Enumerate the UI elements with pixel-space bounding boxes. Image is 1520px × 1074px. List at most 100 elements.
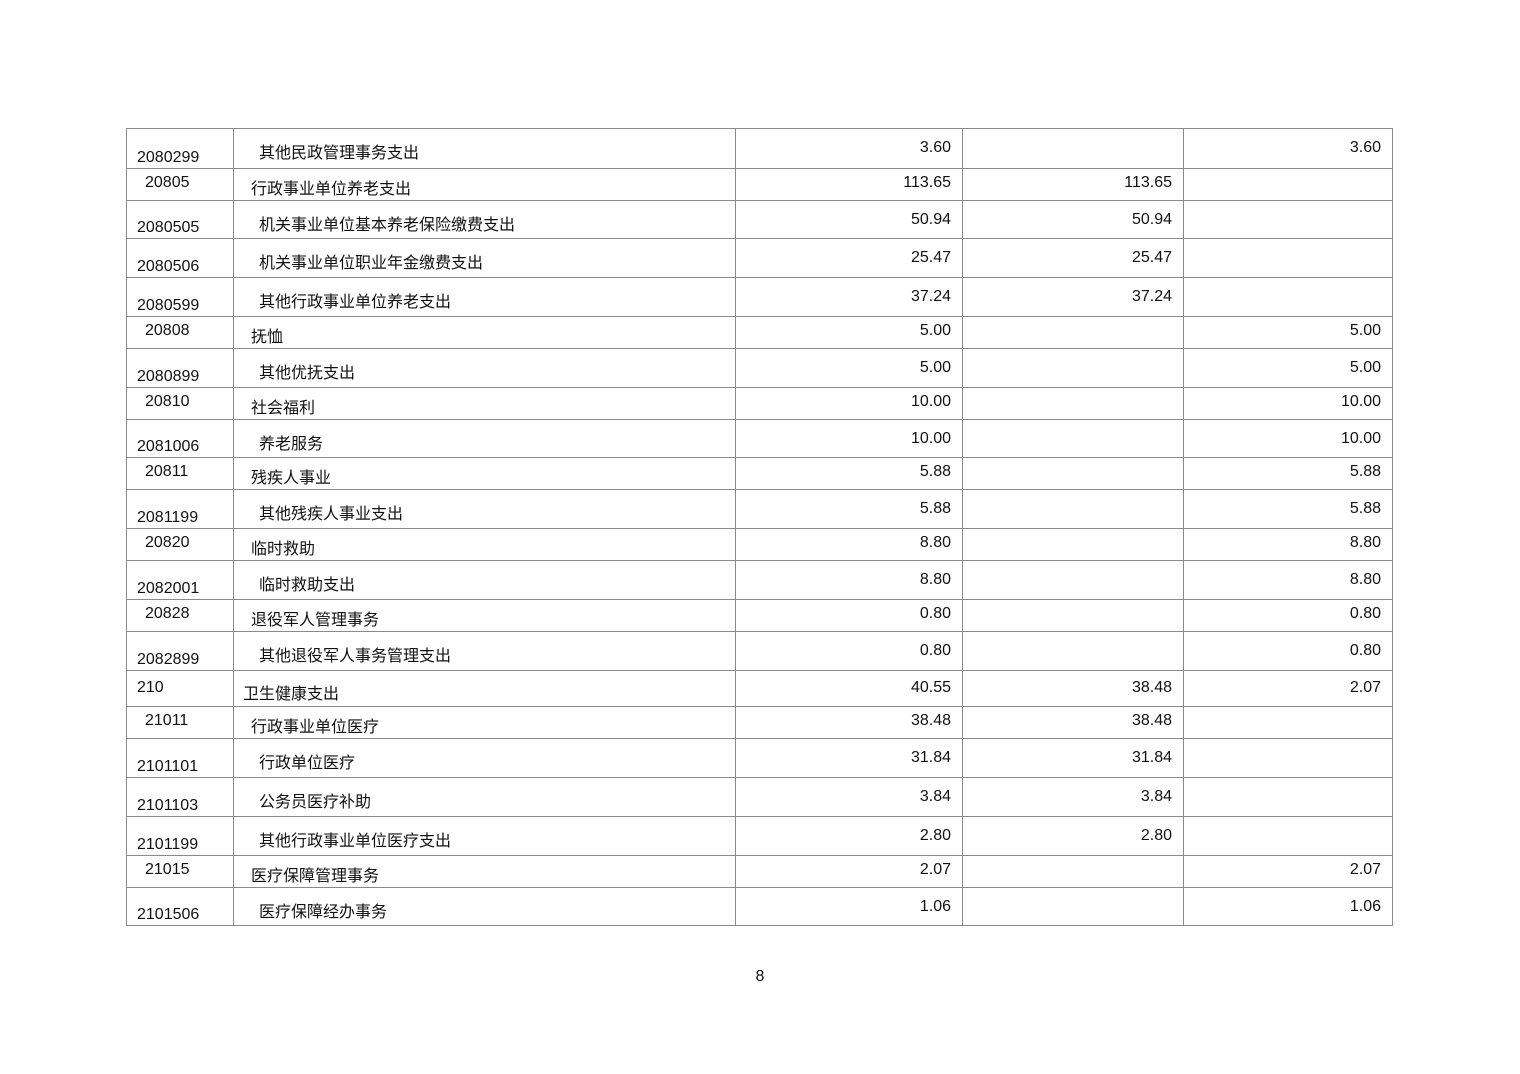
page-number: 8 [755, 968, 765, 985]
name-cell-text: 其他行政事业单位医疗支出 [259, 833, 452, 850]
total-cell-text: 31.84 [910, 749, 951, 766]
name-cell-text: 社会福利 [251, 400, 316, 417]
total-cell-text: 1.06 [919, 898, 951, 915]
name-cell: 卫生健康支出 [233, 670, 736, 707]
total-cell-text: 38.48 [910, 712, 951, 729]
project-cell: 1.06 [1183, 887, 1393, 926]
basic-cell [962, 599, 1184, 632]
basic-cell-text: 3.84 [1140, 788, 1172, 805]
project-cell: 10.00 [1183, 387, 1393, 420]
code-cell: 2080599 [126, 277, 234, 317]
total-cell-text: 10.00 [910, 430, 951, 447]
project-cell [1183, 816, 1393, 856]
basic-cell [962, 457, 1184, 490]
project-cell-text: 10.00 [1340, 393, 1381, 410]
total-cell: 2.07 [735, 855, 963, 888]
project-cell: 0.80 [1183, 599, 1393, 632]
basic-cell-text: 31.84 [1131, 749, 1172, 766]
code-cell: 2080899 [126, 348, 234, 388]
name-cell: 机关事业单位基本养老保险缴费支出 [233, 200, 736, 239]
name-cell: 行政单位医疗 [233, 738, 736, 778]
name-cell-text: 医疗保障管理事务 [251, 868, 380, 885]
table-row: 21015 医疗保障管理事务 2.07 2.07 [126, 855, 1393, 888]
name-cell: 机关事业单位职业年金缴费支出 [233, 238, 736, 278]
project-cell-text: 5.00 [1349, 359, 1381, 376]
project-cell-text: 0.80 [1349, 642, 1381, 659]
name-cell: 养老服务 [233, 419, 736, 458]
project-cell [1183, 200, 1393, 239]
total-cell: 5.88 [735, 489, 963, 529]
name-cell: 残疾人事业 [233, 457, 736, 490]
name-cell: 其他民政管理事务支出 [233, 128, 736, 169]
name-cell-text: 机关事业单位基本养老保险缴费支出 [259, 217, 516, 234]
total-cell-text: 37.24 [910, 288, 951, 305]
code-cell-text: 2080505 [137, 219, 200, 236]
project-cell: 2.07 [1183, 855, 1393, 888]
total-cell-text: 5.88 [919, 500, 951, 517]
code-cell-text: 20810 [145, 393, 190, 410]
code-cell: 20820 [126, 528, 234, 561]
code-cell-text: 20820 [145, 534, 190, 551]
basic-cell-text: 50.94 [1131, 211, 1172, 228]
table-row: 2081006 养老服务 10.00 10.00 [126, 419, 1393, 458]
total-cell: 113.65 [735, 168, 963, 201]
name-cell-text: 行政事业单位医疗 [251, 719, 380, 736]
project-cell: 2.07 [1183, 670, 1393, 707]
name-cell-text: 退役军人管理事务 [251, 612, 380, 629]
project-cell-text: 0.80 [1349, 605, 1381, 622]
code-cell: 2081199 [126, 489, 234, 529]
project-cell-text: 3.60 [1349, 139, 1381, 156]
name-cell: 其他残疾人事业支出 [233, 489, 736, 529]
name-cell-text: 行政单位医疗 [259, 755, 356, 772]
total-cell: 40.55 [735, 670, 963, 707]
code-cell: 2080506 [126, 238, 234, 278]
table-row: 20811 残疾人事业 5.88 5.88 [126, 457, 1393, 490]
project-cell [1183, 277, 1393, 317]
basic-cell [962, 855, 1184, 888]
code-cell-text: 2080299 [137, 149, 200, 166]
table-row: 20810 社会福利 10.00 10.00 [126, 387, 1393, 420]
basic-cell: 37.24 [962, 277, 1184, 317]
name-cell-text: 其他民政管理事务支出 [259, 145, 420, 162]
code-cell-text: 21015 [145, 861, 190, 878]
total-cell: 8.80 [735, 560, 963, 600]
code-cell: 2101103 [126, 777, 234, 817]
code-cell-text: 20811 [145, 463, 189, 480]
table-row: 20828 退役军人管理事务 0.80 0.80 [126, 599, 1393, 632]
name-cell-text: 其他残疾人事业支出 [259, 506, 404, 523]
project-cell-text: 2.07 [1349, 679, 1381, 696]
code-cell: 20810 [126, 387, 234, 420]
name-cell-text: 临时救助支出 [259, 577, 356, 594]
basic-cell: 25.47 [962, 238, 1184, 278]
total-cell: 25.47 [735, 238, 963, 278]
total-cell: 2.80 [735, 816, 963, 856]
project-cell: 3.60 [1183, 128, 1393, 169]
code-cell: 21011 [126, 706, 234, 739]
code-cell-text: 2080599 [137, 297, 200, 314]
code-cell: 20805 [126, 168, 234, 201]
basic-cell: 2.80 [962, 816, 1184, 856]
name-cell: 公务员医疗补助 [233, 777, 736, 817]
name-cell: 社会福利 [233, 387, 736, 420]
name-cell: 临时救助 [233, 528, 736, 561]
basic-cell-text: 113.65 [1124, 174, 1172, 191]
code-cell: 2082899 [126, 631, 234, 671]
code-cell-text: 2080506 [137, 258, 200, 275]
project-cell: 8.80 [1183, 528, 1393, 561]
table-row: 20808 抚恤 5.00 5.00 [126, 316, 1393, 349]
total-cell-text: 3.60 [919, 139, 951, 156]
code-cell: 2101199 [126, 816, 234, 856]
total-cell-text: 0.80 [919, 642, 951, 659]
project-cell-text: 1.06 [1349, 898, 1381, 915]
code-cell: 20828 [126, 599, 234, 632]
code-cell-text: 2081006 [137, 438, 200, 455]
name-cell-text: 公务员医疗补助 [259, 794, 372, 811]
basic-cell: 31.84 [962, 738, 1184, 778]
name-cell-text: 其他优抚支出 [259, 365, 356, 382]
total-cell-text: 5.88 [919, 463, 951, 480]
name-cell: 临时救助支出 [233, 560, 736, 600]
project-cell-text: 8.80 [1349, 534, 1381, 551]
table-row: 2081199 其他残疾人事业支出 5.88 5.88 [126, 489, 1393, 529]
basic-cell-text: 38.48 [1131, 712, 1172, 729]
project-cell: 5.00 [1183, 316, 1393, 349]
